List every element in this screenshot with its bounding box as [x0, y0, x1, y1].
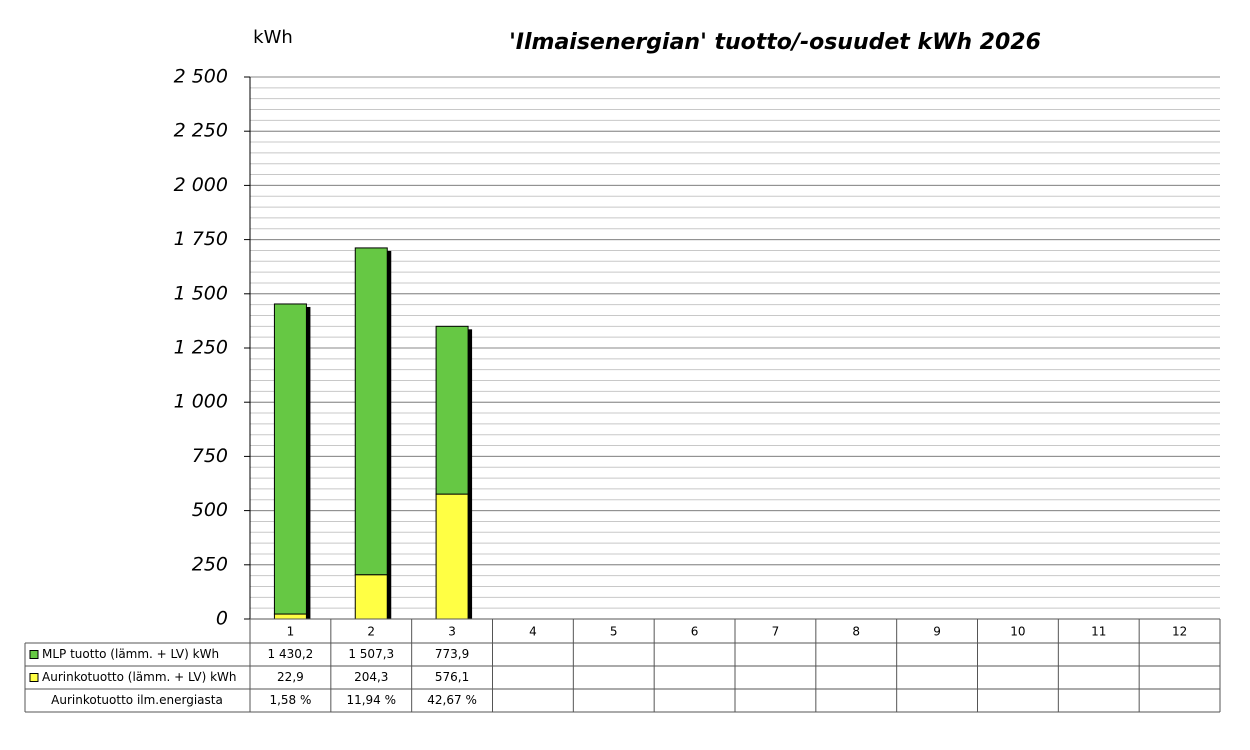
table-value: 1,58 %	[269, 693, 311, 707]
table-value: 576,1	[435, 670, 469, 684]
bar-segment	[273, 303, 307, 615]
y-tick-label: 1 000	[174, 391, 228, 413]
y-tick-label: 500	[192, 499, 228, 521]
x-tick-label: 4	[529, 625, 537, 639]
x-tick-label: 9	[933, 625, 941, 639]
table-value: 773,9	[435, 647, 469, 661]
legend-key	[29, 650, 39, 659]
y-tick-label: 250	[192, 553, 228, 575]
bar-segment	[354, 247, 388, 576]
row-label: Aurinkotuotto ilm.energiasta	[51, 693, 223, 707]
x-tick-label: 3	[448, 625, 456, 639]
x-tick-label: 6	[691, 625, 699, 639]
x-tick-label: 12	[1172, 625, 1187, 639]
y-tick-label: 2 250	[174, 120, 228, 142]
x-tick-label: 2	[367, 625, 375, 639]
legend-label: MLP tuotto (lämm. + LV) kWh	[42, 647, 219, 661]
legend-label: Aurinkotuotto (lämm. + LV) kWh	[42, 670, 237, 684]
bar-segment	[435, 325, 469, 495]
y-tick-label: 0	[216, 608, 228, 630]
legend-key	[29, 673, 39, 682]
x-tick-label: 11	[1091, 625, 1106, 639]
x-tick-label: 7	[772, 625, 780, 639]
bar-segment	[273, 613, 307, 620]
y-tick-label: 1 250	[174, 337, 228, 359]
x-tick-label: 1	[287, 625, 295, 639]
table-value: 204,3	[354, 670, 388, 684]
x-tick-label: 10	[1010, 625, 1025, 639]
table-value: 42,67 %	[427, 693, 477, 707]
table-value: 1 430,2	[268, 647, 314, 661]
x-tick-label: 5	[610, 625, 618, 639]
y-tick-label: 1 500	[174, 282, 228, 304]
y-tick-label: 2 000	[174, 174, 228, 196]
table-value: 22,9	[277, 670, 304, 684]
table-value: 1 507,3	[348, 647, 394, 661]
y-tick-label: 1 750	[174, 228, 228, 250]
bar-segment	[354, 574, 388, 620]
x-tick-label: 8	[852, 625, 860, 639]
bar-segment	[435, 493, 469, 620]
y-tick-label: 750	[192, 445, 228, 467]
y-tick-label: 2 500	[174, 66, 228, 88]
y-axis-label: kWh	[253, 27, 293, 48]
table-value: 11,94 %	[346, 693, 396, 707]
chart-title: 'Ilmaisenergian' tuotto/-osuudet kWh 202…	[509, 30, 1041, 55]
